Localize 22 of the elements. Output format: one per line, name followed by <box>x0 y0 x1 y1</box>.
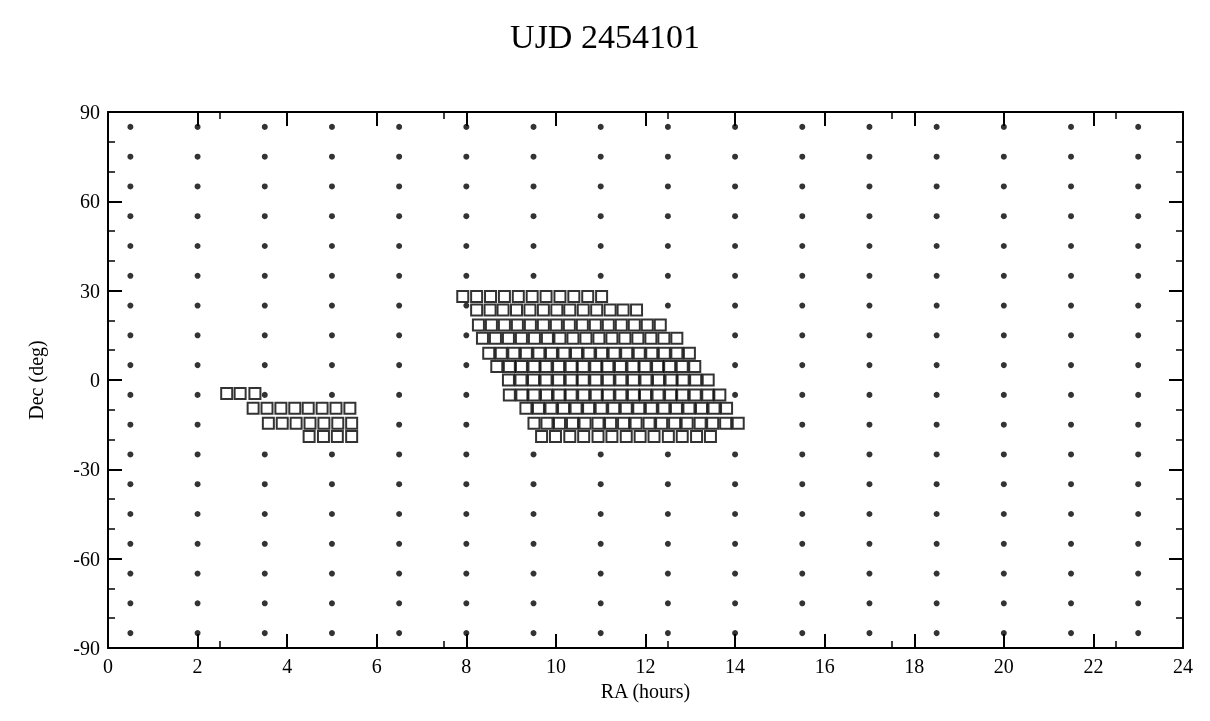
x-axis-title: RA (hours) <box>600 679 691 703</box>
y-tick-label: 0 <box>90 369 100 391</box>
y-tick-label: 90 <box>80 101 100 123</box>
x-tick-label: 6 <box>371 655 382 677</box>
x-tick-label: 10 <box>545 655 566 677</box>
y-tick-label: 60 <box>80 190 100 213</box>
x-tick-label: 24 <box>1173 655 1193 677</box>
x-tick-label: 16 <box>814 655 835 677</box>
y-tick-label: -30 <box>73 458 100 481</box>
x-tick-label: 12 <box>635 655 656 677</box>
x-tick-label: 2 <box>192 655 203 677</box>
x-tick-label: 18 <box>904 655 925 677</box>
x-tick-label: 4 <box>282 655 293 677</box>
x-tick-label: 8 <box>461 655 472 677</box>
y-tick-label: -90 <box>73 637 100 659</box>
x-tick-label: 22 <box>1083 655 1104 677</box>
y-tick-label: -60 <box>73 547 100 570</box>
y-axis-title: Dec (deg) <box>25 340 48 420</box>
chart-title: UJD 2454101 <box>510 17 700 55</box>
x-tick-label: 14 <box>725 655 746 677</box>
y-tick-label: 30 <box>80 279 100 302</box>
x-tick-label: 20 <box>993 655 1014 677</box>
